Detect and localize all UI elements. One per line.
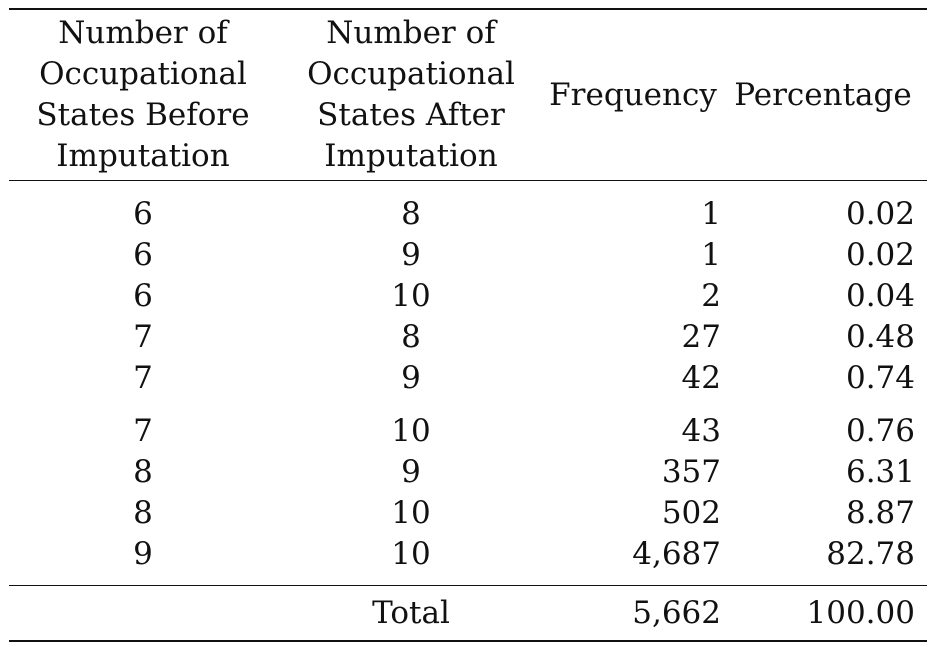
header-line: Number of: [326, 15, 496, 51]
cell-percentage: 0.48: [845, 319, 915, 355]
cell-percentage: 0.76: [845, 413, 915, 449]
cell-after: 9: [401, 454, 421, 490]
table-row: 9 10 4,687 82.78: [9, 534, 927, 575]
total-row: Total 5,662 100.00: [9, 593, 927, 634]
cell-after: 10: [391, 413, 431, 449]
table-row: 7 9 42 0.74: [9, 358, 927, 399]
table-row: 6 10 2 0.04: [9, 276, 927, 317]
header-line: Frequency: [549, 76, 717, 113]
cell-before: 7: [133, 413, 153, 449]
cell-frequency: 502: [661, 495, 721, 531]
header-line: Imputation: [324, 138, 498, 174]
cell-percentage: 0.74: [845, 360, 915, 396]
total-rule: [9, 585, 927, 586]
header-line: Imputation: [56, 138, 230, 174]
cell-percentage: 0.04: [845, 278, 915, 314]
table-row: 7 10 43 0.76: [9, 411, 927, 452]
table-row: 8 10 502 8.87: [9, 493, 927, 534]
cell-before: 7: [133, 360, 153, 396]
header-line: Number of: [58, 15, 228, 51]
total-percentage: 100.00: [806, 594, 915, 631]
table-row: 8 9 357 6.31: [9, 452, 927, 493]
cell-percentage: 0.02: [845, 196, 915, 232]
bottom-rule: [9, 640, 927, 642]
header-line: Occupational: [39, 56, 247, 92]
cell-frequency: 2: [701, 278, 721, 314]
total-label: Total: [372, 594, 450, 631]
cell-after: 10: [391, 495, 431, 531]
cell-before: 6: [133, 237, 153, 273]
header-line: Occupational: [307, 56, 515, 92]
cell-percentage: 0.02: [845, 237, 915, 273]
cell-frequency: 357: [661, 454, 721, 490]
total-row-block: Total 5,662 100.00: [9, 586, 927, 640]
top-rule: [9, 8, 927, 10]
cell-after: 9: [401, 360, 421, 396]
cell-before: 7: [133, 319, 153, 355]
total-frequency: 5,662: [632, 594, 721, 631]
cell-before: 9: [133, 536, 153, 572]
header-before-imputation: Number of Occupational States Before Imp…: [9, 10, 277, 180]
table-row: 6 8 1 0.02: [9, 194, 927, 235]
cell-percentage: 82.78: [826, 536, 915, 572]
header-line: Percentage: [734, 76, 912, 113]
cell-frequency: 27: [681, 319, 721, 355]
cell-before: 6: [133, 278, 153, 314]
cell-after: 10: [391, 536, 431, 572]
cell-after: 9: [401, 237, 421, 273]
cell-before: 8: [133, 454, 153, 490]
cell-percentage: 6.31: [845, 454, 915, 490]
header-after-imputation: Number of Occupational States After Impu…: [277, 10, 545, 180]
header-line: States After: [317, 97, 505, 133]
cell-frequency: 1: [701, 237, 721, 273]
cell-frequency: 43: [681, 413, 721, 449]
cell-percentage: 8.87: [845, 495, 915, 531]
occupational-states-table: Number of Occupational States Before Imp…: [9, 8, 927, 642]
table-header-row: Number of Occupational States Before Imp…: [9, 10, 927, 180]
table-body: 6 8 1 0.02 6 9 1 0.02 6 10 2 0.04 7 8 27…: [9, 181, 927, 585]
cell-after: 10: [391, 278, 431, 314]
cell-after: 8: [401, 196, 421, 232]
cell-frequency: 42: [681, 360, 721, 396]
cell-before: 8: [133, 495, 153, 531]
cell-frequency: 4,687: [632, 536, 721, 572]
table-row: 6 9 1 0.02: [9, 235, 927, 276]
header-rule: [9, 180, 927, 181]
cell-before: 6: [133, 196, 153, 232]
table-row: 7 8 27 0.48: [9, 317, 927, 358]
header-line: States Before: [36, 97, 250, 133]
header-frequency: Frequency: [545, 10, 721, 180]
cell-after: 8: [401, 319, 421, 355]
cell-frequency: 1: [701, 196, 721, 232]
header-percentage: Percentage: [721, 10, 925, 180]
